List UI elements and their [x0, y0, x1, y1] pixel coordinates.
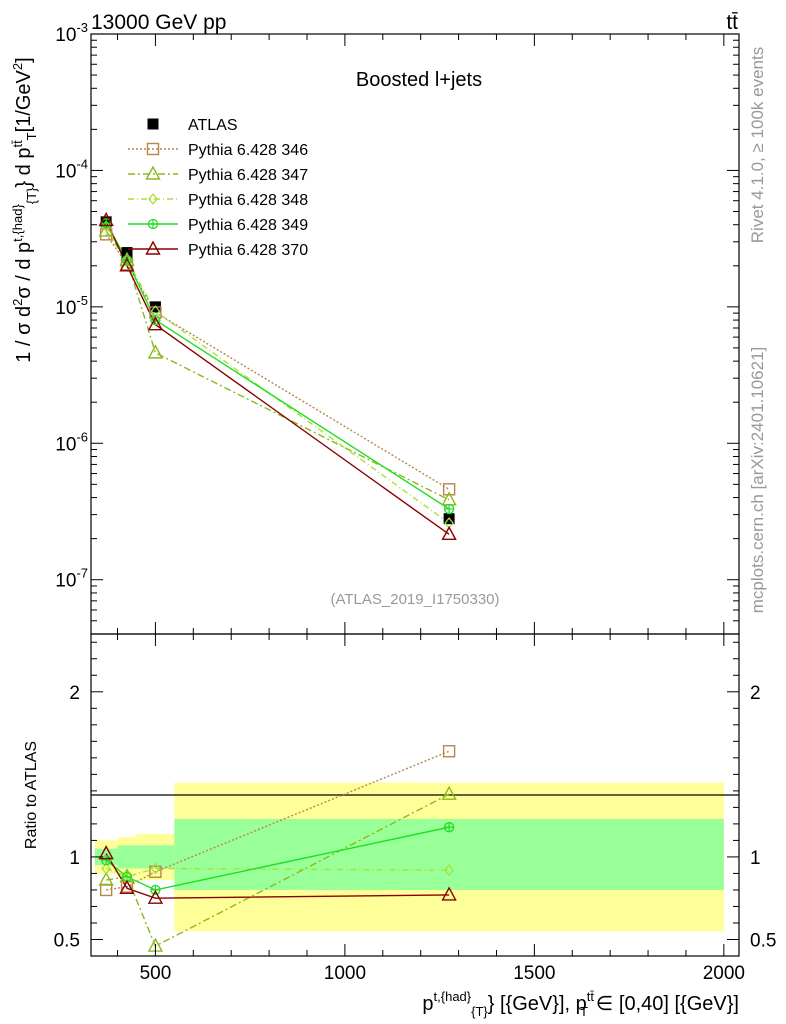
main-y-tick-label: 10-3	[55, 20, 88, 46]
main-y-tick-label: 10-6	[55, 429, 88, 455]
ratio-line-p370	[105, 853, 450, 899]
main-point-p370-2	[147, 316, 164, 331]
main-line-p348	[105, 225, 450, 524]
legend-marker-p348	[148, 192, 158, 206]
main-point-p370-0	[98, 211, 114, 227]
ratio-point-p346-2	[149, 865, 162, 878]
ratio-uncertainty-bands	[94, 782, 724, 932]
legend-label-p348: Pythia 6.428 348	[188, 192, 308, 209]
legend-label-p370: Pythia 6.428 370	[188, 242, 308, 259]
ratio-point-p348-2	[150, 862, 161, 875]
main-y-tick-label: 10-5	[55, 293, 88, 319]
ratio-point-p370-0	[98, 845, 114, 860]
ratio-point-p346-3	[442, 745, 456, 758]
ratio-y-tick-label-right: 2	[750, 683, 761, 704]
ratio-point-p349-0	[101, 855, 112, 866]
main-line-p346	[105, 233, 450, 490]
main-y-tick-label: 10-7	[55, 566, 88, 592]
mcplots-label: mcplots.cern.ch [arXiv:2401.10621]	[748, 347, 767, 613]
x-tick-label: 1000	[324, 963, 366, 984]
legend-label-p349: Pythia 6.428 349	[188, 217, 308, 234]
ratio-point-p348-0	[101, 862, 111, 875]
ratio-axes: 0.5 0.5 1 1 2 2 500 1000 1500 2000	[54, 634, 776, 984]
legend-marker-p347	[145, 165, 161, 180]
main-point-p346-3	[442, 483, 456, 496]
main-line-p347	[105, 230, 450, 501]
legend-marker-p346	[146, 142, 160, 156]
main-line-p370	[105, 220, 450, 535]
ratio-y-tick-label: 1	[69, 848, 80, 869]
legend-marker-p349	[147, 218, 159, 230]
ratio-series-markers	[98, 745, 457, 952]
ratio-y-tick-label-right: 1	[750, 848, 761, 869]
ratio-series-lines	[105, 750, 450, 948]
legend-label-p347: Pythia 6.428 347	[188, 167, 308, 184]
ratio-line-p346	[106, 750, 450, 891]
ratio-point-p370-3	[441, 886, 457, 901]
ratio-point-p349-3	[443, 822, 455, 833]
rivet-label: Rivet 4.1.0, ≥ 100k events	[748, 47, 767, 243]
ratio-y-tick-label: 0.5	[54, 930, 80, 951]
main-line-p349	[105, 222, 450, 510]
main-y-axis: 10-7 10-6 10-5 10-4 10-3	[55, 20, 739, 635]
main-series-markers	[98, 211, 457, 541]
ratio-line-p348	[105, 867, 450, 878]
ratio-point-p348-3	[444, 864, 454, 877]
main-point-p348-0	[101, 220, 111, 233]
ratio-y-axis-label: Ratio to ATLAS	[23, 741, 40, 849]
legend-marker-atlas	[147, 118, 159, 130]
legend: ATLAS Pythia 6.428 346 Pythia 6.428 347 Pyt…	[128, 117, 308, 259]
ratio-y-tick-label: 2	[69, 683, 80, 704]
ratio-point-p370-2	[147, 889, 164, 904]
main-point-p349-0	[101, 218, 112, 229]
ratio-band-inner-2	[136, 845, 175, 869]
chart-title: Boosted l+jets	[356, 69, 482, 91]
main-point-p347-0	[98, 222, 114, 237]
analysis-watermark: (ATLAS_2019_I1750330)	[330, 591, 499, 608]
ratio-frame	[90, 633, 740, 957]
main-point-p370-1	[119, 257, 135, 272]
legend-marker-p370	[145, 240, 161, 255]
energy-label: 13000 GeV pp	[91, 11, 226, 34]
ratio-y-tick-label-right: 0.5	[750, 930, 776, 951]
ratio-point-p347-0	[98, 871, 114, 886]
main-point-p349-3	[443, 503, 455, 515]
ratio-band-inner-1	[117, 845, 137, 869]
legend-label-p346: Pythia 6.428 346	[188, 142, 308, 159]
legend-label-atlas: ATLAS	[188, 117, 238, 134]
x-axis-label: pt,{had}{T}} [{GeV}], ptt̄ T ∈ [0,40] [{Ge…	[422, 989, 739, 1019]
main-y-axis-label: 1 / σ d2σ / d pt,{had}{T}} d ptt̄T[1/GeV…	[10, 57, 39, 362]
main-point-p370-3	[441, 525, 457, 541]
main-y-tick-label: 10-4	[55, 156, 88, 182]
ratio-line-p349	[105, 826, 450, 891]
main-point-p347-2	[147, 344, 164, 359]
x-tick-label: 2000	[703, 963, 745, 984]
ratio-point-p347-3	[441, 785, 457, 800]
x-tick-label: 500	[140, 963, 172, 984]
ratio-line-p347	[106, 793, 450, 948]
ratio-point-p370-1	[119, 879, 135, 894]
x-tick-label: 1500	[513, 963, 555, 984]
main-series-lines	[105, 220, 450, 535]
process-label: tt̄	[726, 11, 738, 34]
